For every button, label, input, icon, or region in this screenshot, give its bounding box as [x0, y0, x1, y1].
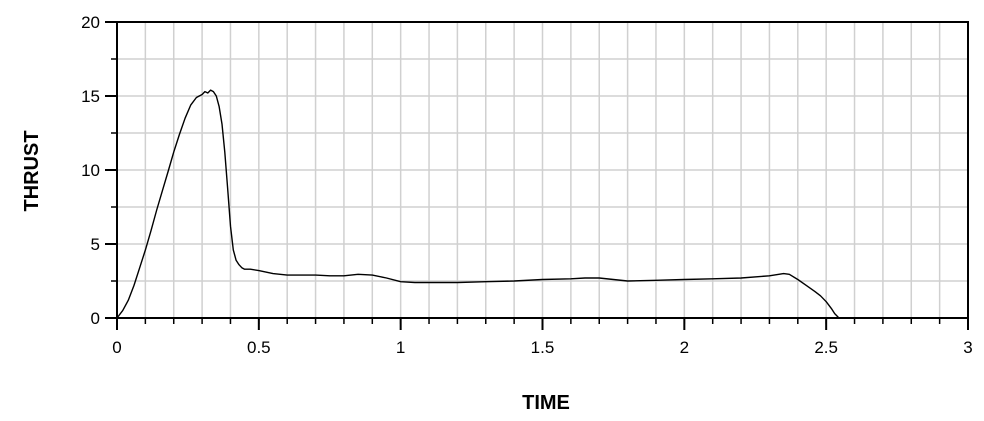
x-tick-label: 0.5	[247, 338, 271, 357]
thrust-series-line	[116, 89, 840, 319]
x-tick-label: 2.5	[814, 338, 838, 357]
y-tick-label: 15	[81, 87, 100, 106]
x-tick-label: 1	[396, 338, 405, 357]
x-tick-labels: 0 0.5 1 1.5 2 2.5 3	[112, 338, 972, 357]
x-tick-label: 3	[963, 338, 972, 357]
x-tick-label: 0	[112, 338, 121, 357]
x-tick-label: 1.5	[531, 338, 555, 357]
x-axis-title: TIME	[522, 392, 570, 414]
y-axis-title: THRUST	[21, 130, 43, 211]
y-tick-label: 5	[91, 235, 100, 254]
major-ticks	[105, 21, 969, 330]
y-tick-label: 20	[81, 13, 100, 32]
series-layer	[116, 89, 840, 319]
y-tick-label: 10	[81, 161, 100, 180]
x-tick-label: 2	[680, 338, 689, 357]
grid	[116, 21, 969, 319]
minor-ticks	[111, 21, 969, 324]
y-tick-label: 0	[91, 309, 100, 328]
y-tick-labels: 0 5 10 15 20	[81, 13, 100, 328]
